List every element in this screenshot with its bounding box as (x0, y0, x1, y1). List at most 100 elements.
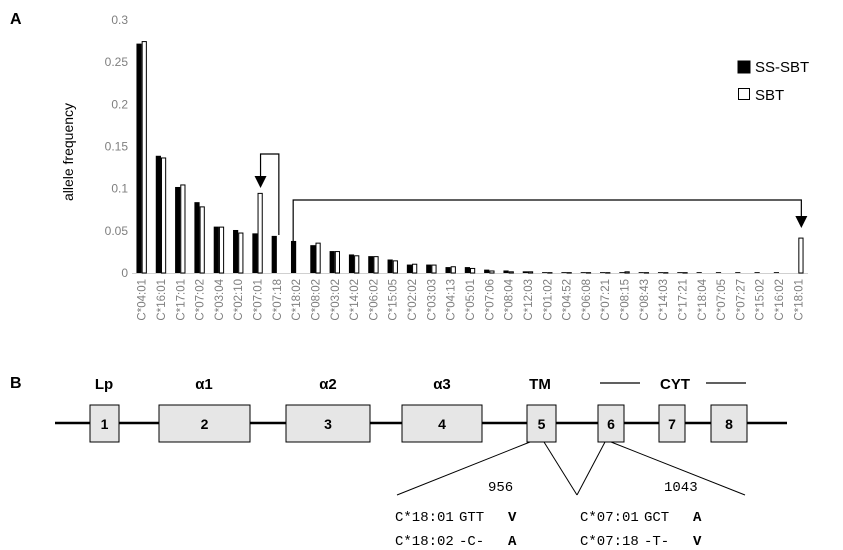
zoom-line-exon6-left (576, 441, 606, 496)
bar-ss-sbt (754, 272, 760, 273)
detail-right-position: 1043 (664, 480, 698, 496)
bar-sbt (354, 255, 360, 274)
arrowhead (254, 176, 267, 188)
domain-label-alpha2: α2 (319, 376, 337, 393)
x-tick-label: C*04:52 (562, 279, 574, 321)
bar-sbt (798, 237, 804, 274)
bar-sbt (315, 242, 321, 274)
bar-sbt (218, 226, 225, 274)
zoom-line-exon5-right (543, 441, 578, 496)
x-tick-label: C*16:02 (774, 279, 786, 321)
x-tick-labels: C*04:01 C*16:01 C*17:01 C*07:02 C*03:04 C*02:… (137, 278, 806, 320)
bar-sbt (373, 256, 379, 274)
x-tick-label: C*18:04 (697, 278, 709, 320)
x-tick-label: C*12:03 (523, 279, 535, 321)
bar-ss-sbt (348, 254, 355, 273)
panel-label-a: A (10, 11, 22, 28)
exon-8 (710, 404, 748, 443)
bar-sbt (412, 263, 418, 274)
bar-ss-sbt (484, 269, 490, 273)
bar-sbt (141, 41, 147, 274)
x-tick-label: C*01:02 (542, 279, 554, 321)
bars (136, 41, 804, 274)
x-tick-label: C*03:02 (330, 279, 342, 321)
exon-label: 4 (438, 416, 446, 432)
x-tick-label: C*14:02 (349, 279, 361, 321)
bar-sbt (199, 206, 205, 274)
y-tick-label: 0.05 (105, 224, 129, 238)
zoom-line-exon6-right (610, 441, 746, 496)
bar-sbt (450, 266, 456, 274)
exon-label: 6 (607, 416, 615, 432)
bar-ss-sbt (329, 251, 335, 273)
detail-right: 1043 C*07:01 GCT A C*07:18 -T- V (580, 480, 702, 550)
y-tick-label: 0.1 (111, 182, 128, 196)
legend-swatch-sbt (738, 88, 750, 100)
bar-sbt (431, 264, 437, 274)
domain-label-alpha1: α1 (195, 376, 213, 393)
bar-ss-sbt (175, 186, 181, 273)
zoom-lines (396, 441, 746, 496)
exon-label: 2 (201, 416, 209, 432)
x-tick-label: C*05:01 (465, 279, 477, 321)
amino-acid: V (693, 534, 702, 550)
x-tick-label: C*17:21 (677, 279, 689, 321)
detail-left-line-2: C*18:02 -C- A (395, 534, 517, 550)
x-tick-label: C*07:27 (735, 279, 747, 321)
exon-label: 8 (725, 416, 733, 432)
bar-ss-sbt (657, 272, 664, 273)
bar-sbt (392, 260, 398, 274)
x-tick-label: C*08:15 (620, 279, 632, 321)
domain-label-lp: Lp (95, 376, 113, 393)
bar-ss-sbt (715, 272, 722, 273)
bar-ss-sbt (155, 155, 161, 273)
bar-sbt (238, 232, 244, 274)
bar-ss-sbt (426, 264, 432, 273)
x-tick-label: C*04:01 (137, 279, 149, 321)
exon-1 (89, 404, 120, 443)
domain-labels: Lp α1 α2 α3 TM CYT (95, 376, 690, 393)
y-tick-labels: 0 0.05 0.1 0.15 0.2 0.25 0.3 (105, 13, 129, 280)
arrow-18-02-to-18-01 (292, 199, 802, 262)
exons: 1 2 3 4 5 6 7 8 (89, 404, 748, 443)
x-tick-label: C*07:02 (195, 279, 207, 321)
allele: C*18:02 (395, 534, 454, 550)
x-tick-label: C*03:04 (214, 278, 226, 320)
y-axis-label: allele frequency (60, 103, 76, 201)
x-tick-label: C*07:05 (716, 279, 728, 321)
x-tick-label: C*02:10 (233, 279, 245, 321)
amino-acid: A (508, 534, 517, 550)
bar-sbt (334, 251, 340, 274)
bar-sbt (527, 271, 534, 274)
exon-label: 7 (668, 416, 676, 432)
x-tick-label: C*07:01 (253, 279, 265, 321)
x-tick-label: C*04:13 (446, 279, 458, 321)
bar-ss-sbt (619, 272, 625, 273)
exon-3 (285, 404, 371, 443)
bar-ss-sbt (561, 272, 567, 273)
y-tick-label: 0.2 (111, 97, 128, 111)
domain-label-cyt: CYT (660, 376, 690, 393)
bar-ss-sbt (271, 235, 277, 273)
codon: GTT (459, 510, 484, 526)
bar-ss-sbt (773, 272, 780, 273)
legend-label-ss-sbt: SS-SBT (755, 59, 809, 76)
x-tick-label: C*17:01 (175, 279, 187, 321)
zoom-line-exon5-left (396, 441, 531, 496)
bar-ss-sbt (194, 202, 200, 273)
bar-ss-sbt (252, 233, 258, 273)
domain-label-alpha3: α3 (433, 376, 451, 393)
bar-sbt (624, 271, 630, 274)
arrowhead (795, 216, 808, 228)
exon-4 (401, 404, 483, 443)
bar-ss-sbt (464, 267, 470, 273)
legend-label-sbt: SBT (755, 87, 784, 104)
bar-sbt (470, 267, 476, 274)
exon-6 (597, 404, 625, 443)
x-tick-label: C*15:05 (388, 279, 400, 321)
x-tick-label: C*07:06 (484, 279, 496, 321)
x-tick-label: C*08:43 (639, 279, 651, 321)
y-tick-label: 0.25 (105, 55, 129, 69)
x-tick-label: C*06:02 (368, 279, 380, 321)
